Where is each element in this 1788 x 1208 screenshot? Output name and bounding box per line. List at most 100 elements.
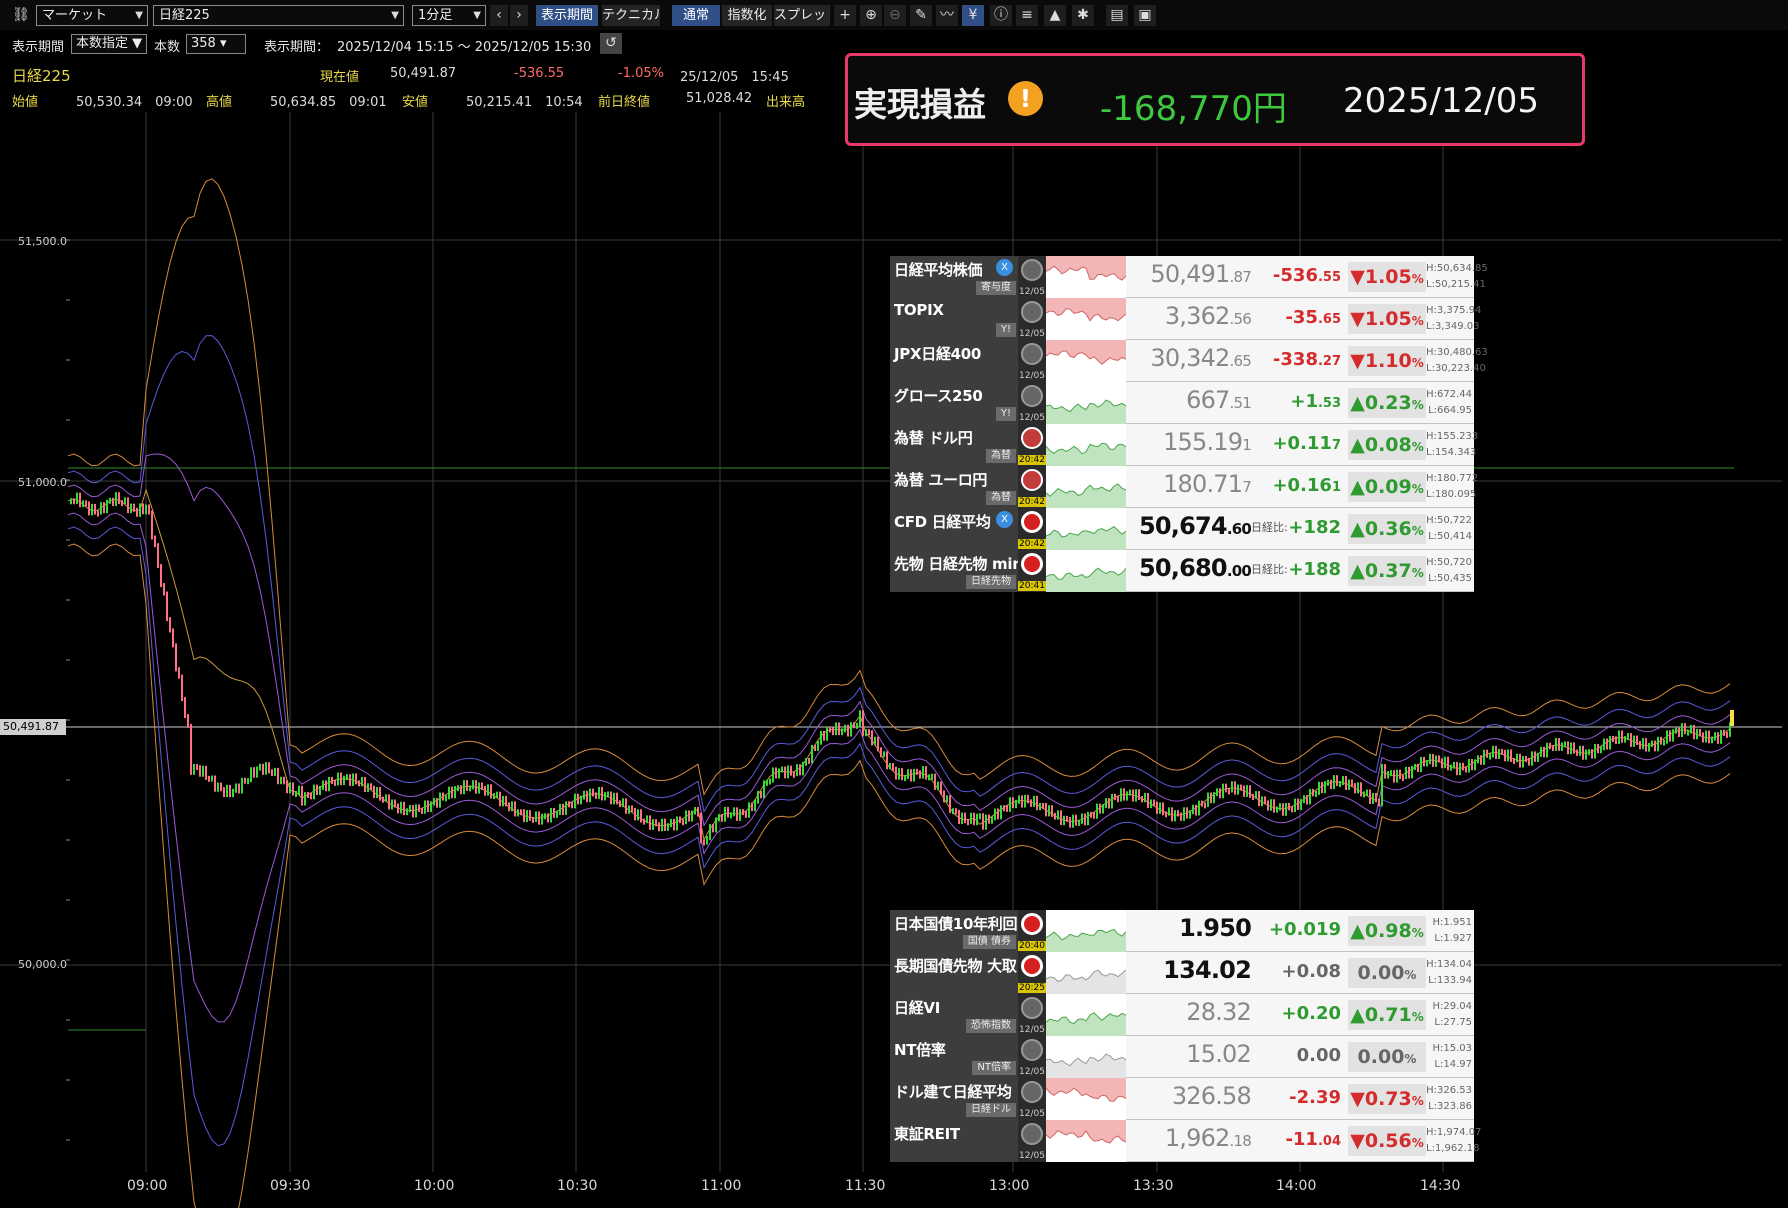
price-change: 0.00 [1251, 1045, 1341, 1066]
period-mode-select[interactable]: 本数指定 ▼ [71, 34, 147, 54]
candlestick [1546, 742, 1548, 758]
instrument-sub-tag[interactable]: 国債 債券 [962, 935, 1016, 949]
technical-button[interactable]: テクニカル [602, 5, 660, 26]
x-tick-label: 11:00 [701, 1178, 742, 1194]
sparkline-cell [1045, 910, 1127, 952]
next-icon[interactable]: › [510, 5, 528, 26]
change-integer: -2.39 [1289, 1087, 1341, 1108]
candlestick [517, 809, 519, 817]
candlestick [559, 803, 561, 815]
candlestick [1366, 789, 1368, 796]
percent-sign: % [1411, 1094, 1424, 1108]
candlestick [568, 801, 570, 808]
change-decimals: .65 [1317, 312, 1341, 327]
prev-icon[interactable]: ‹ [490, 5, 508, 26]
last-price: 15.02 [1126, 1040, 1252, 1068]
normal-button[interactable]: 通常 [672, 5, 720, 26]
market-select[interactable]: マーケット ▼ [36, 5, 148, 26]
watchlist-row[interactable]: 為替 ドル円 為替 20:42 155.191 +0.117 ▲0.08% H:155.23… [890, 424, 1478, 466]
watchlist-row[interactable]: 為替 ユーロ円 為替 20:42 180.717 +0.161 ▲0.09% H:180.7… [890, 466, 1478, 508]
candlestick [1588, 749, 1590, 756]
instrument-sub-tag[interactable]: 為替 [986, 491, 1016, 505]
info-icon[interactable]: ⓘ [990, 5, 1012, 26]
instrument-sub-tag[interactable]: 寄与度 [976, 281, 1016, 295]
watchlist-row[interactable]: TOPIX Y! 12/05 3,362.56 -35.65 ▼1.05% H:3,375.… [890, 298, 1481, 340]
instrument-sub-tag[interactable]: Y! [995, 323, 1016, 337]
candlestick [769, 778, 771, 785]
count-input[interactable]: 358 ▾ [186, 34, 246, 54]
change-percent: ▲0.08% [1348, 430, 1426, 460]
instrument-sub-tag[interactable]: 日経ドル [966, 1103, 1016, 1117]
watchlist-row[interactable]: グロース250 Y! 12/05 667.51 +1.53 ▲0.23% H:672.44 L… [890, 382, 1474, 424]
candlestick [439, 792, 441, 808]
candlestick [1630, 733, 1632, 747]
link-icon[interactable]: ⛓ [10, 5, 32, 26]
candlestick [763, 780, 765, 799]
candlestick [1660, 736, 1662, 745]
watchlist-row[interactable]: 先物 日経先物 mini 日経先物 20:41 50,680.00 日経比: +188 ▲0… [890, 550, 1474, 592]
instrument-sub-tag[interactable]: Y! [995, 407, 1016, 421]
status-icon-cell: 20:40 [1018, 910, 1046, 952]
watchlist-row[interactable]: 日経VI 恐怖指数 12/05 28.32 +0.20 ▲0.71% H:29.04 L:27… [890, 994, 1474, 1036]
instrument-sub-tag[interactable]: 恐怖指数 [966, 1019, 1016, 1033]
watchlist-row[interactable]: ドル建て日経平均 日経ドル 12/05 326.58 -2.39 ▼0.73% H:326.… [890, 1078, 1474, 1120]
wave-icon[interactable]: 〰 [936, 5, 958, 26]
crosshair-icon[interactable]: + [834, 5, 856, 26]
interval-select[interactable]: 1分足 ▼ [412, 5, 486, 26]
candlestick [844, 724, 846, 733]
watchlist-row[interactable]: 東証REIT 12/05 1,962.18 -11.04 ▼0.56% H:1,974.0… [890, 1120, 1481, 1162]
market-status-icon [1021, 913, 1043, 935]
candlestick [1408, 766, 1410, 779]
lines-icon[interactable]: ≡ [1016, 5, 1038, 26]
screen-icon[interactable]: ▣ [1134, 5, 1156, 26]
watchlist-row[interactable]: JPX日経400 12/05 30,342.65 -338.27 ▼1.10% H:30,… [890, 340, 1488, 382]
x-share-icon[interactable]: X [996, 511, 1013, 528]
index-button[interactable]: 指数化 [722, 5, 772, 26]
candlestick [1561, 742, 1563, 751]
print-icon[interactable]: ▤ [1106, 5, 1128, 26]
candlestick [1264, 796, 1266, 805]
instrument-sub-tag[interactable]: NT倍率 [972, 1061, 1016, 1075]
candlestick [298, 785, 300, 795]
candlestick [1129, 789, 1131, 796]
instrument-sub-tag[interactable]: 為替 [986, 449, 1016, 463]
watchlist-row[interactable]: NT倍率 NT倍率 12/05 15.02 0.00 0.00% H:15.03 L:14.9… [890, 1036, 1474, 1078]
pen-icon[interactable]: ✎ [910, 5, 932, 26]
price-change: -338.27 [1251, 349, 1341, 370]
candlestick [784, 766, 786, 779]
watchlist-row[interactable]: 日本国債10年利回り 国債 債券 20:40 1.950 +0.019 ▲0.98% H:1… [890, 910, 1474, 952]
candlestick [973, 812, 975, 826]
candlestick [838, 722, 840, 736]
sparkline-chart [1045, 256, 1127, 281]
candlestick [391, 799, 393, 810]
instrument-sub-tag[interactable]: 日経先物 [966, 575, 1016, 589]
watchlist-row[interactable]: 日経平均株価 寄与度 12/05 50,491.87 -536.55 ▼1.05% H:50… [890, 256, 1488, 298]
candlestick [193, 763, 195, 775]
status-icon-cell: 20:42 [1018, 466, 1046, 508]
zoom-in-icon[interactable]: ⊕ [860, 5, 882, 26]
spread-button[interactable]: スプレッド [774, 5, 830, 26]
day-high: H:50,634.85 [1426, 263, 1488, 274]
chevron-down-icon: ▼ [391, 10, 399, 21]
area-icon[interactable]: ▲ [1044, 5, 1066, 26]
watchlist-row[interactable]: CFD 日経平均 20:42 50,674.60 日経比: +182 ▲0.36% H:50… [890, 508, 1474, 550]
candlestick [1537, 752, 1539, 762]
wrench-icon[interactable]: ✱ [1072, 5, 1094, 26]
candlestick [1291, 806, 1293, 813]
yen-icon[interactable]: ¥ [962, 5, 984, 26]
candlestick [118, 492, 120, 505]
symbol-select[interactable]: 日経225 ▼ [153, 5, 404, 26]
candlestick [1300, 799, 1302, 810]
zoom-out-icon[interactable]: ⊖ [884, 5, 906, 26]
instrument-name: ドル建て日経平均 [894, 1083, 1012, 1101]
watchlist-row[interactable]: 長期国債先物 大取 20:25 134.02 +0.08 0.00% H:134.04 L:… [890, 952, 1474, 994]
price-integer: 3,362 [1164, 302, 1231, 330]
candlestick [169, 617, 171, 633]
display-period-button[interactable]: 表示期間 [536, 5, 598, 26]
candlestick [625, 798, 627, 814]
price-integer: 180.71 [1163, 470, 1243, 498]
change-percent: ▼1.05% [1348, 262, 1426, 292]
refresh-icon[interactable]: ↺ [600, 33, 622, 54]
x-share-icon[interactable]: X [996, 259, 1013, 276]
warning-icon[interactable]: ! [1008, 81, 1043, 116]
